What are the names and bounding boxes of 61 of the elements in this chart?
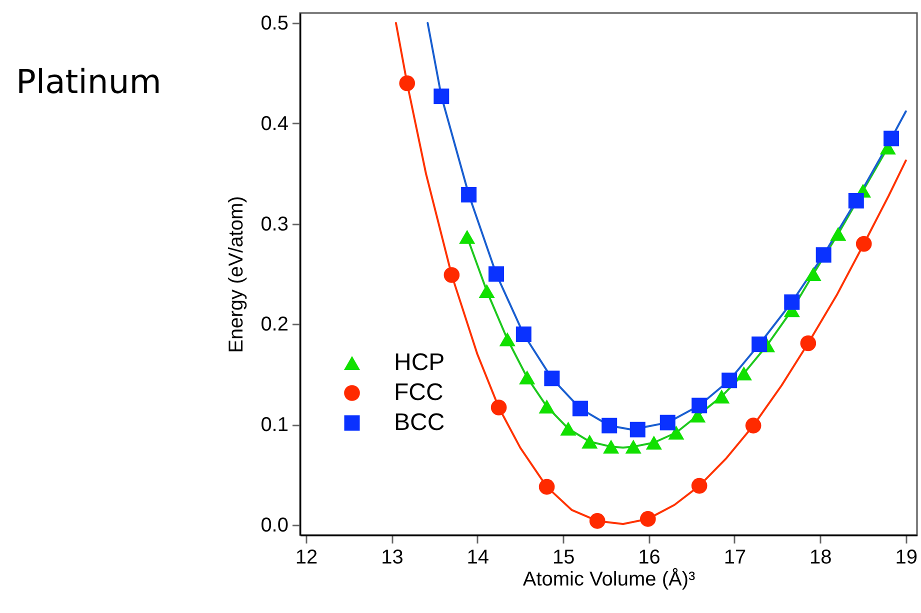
point bbox=[668, 426, 684, 440]
point bbox=[625, 440, 642, 454]
point bbox=[784, 294, 800, 310]
y-tick-label: 0.2 bbox=[260, 314, 288, 336]
y-tick-label: 0.1 bbox=[260, 414, 288, 436]
point bbox=[714, 389, 730, 404]
y-tick-label: 0.0 bbox=[260, 514, 288, 536]
point bbox=[572, 400, 588, 416]
y-tick-label: 0.5 bbox=[260, 12, 288, 35]
point bbox=[459, 230, 476, 244]
legend-label: FCC bbox=[394, 379, 444, 406]
point bbox=[646, 436, 662, 450]
x-tick-label: 14 bbox=[466, 546, 490, 568]
point bbox=[640, 511, 656, 527]
point bbox=[560, 422, 576, 436]
x-tick-label: 15 bbox=[552, 546, 575, 568]
point bbox=[490, 400, 507, 416]
point bbox=[884, 130, 900, 146]
legend-label: BCC bbox=[394, 409, 445, 436]
y-axis-title: Energy (eV/atom) bbox=[226, 196, 248, 353]
x-tick-label: 12 bbox=[295, 546, 318, 568]
point bbox=[461, 186, 477, 202]
point bbox=[444, 267, 460, 283]
point bbox=[816, 247, 832, 263]
text: Platinum bbox=[16, 62, 162, 101]
point bbox=[582, 434, 598, 449]
point bbox=[516, 326, 532, 342]
point bbox=[434, 88, 450, 104]
point bbox=[488, 266, 504, 282]
point bbox=[478, 284, 495, 298]
point bbox=[519, 370, 536, 384]
x-tick-label: 16 bbox=[638, 546, 660, 568]
x-tick-label: 19 bbox=[895, 546, 918, 568]
point bbox=[745, 418, 762, 434]
point bbox=[805, 267, 822, 281]
point bbox=[800, 335, 816, 352]
point bbox=[602, 418, 618, 434]
point bbox=[603, 440, 620, 454]
point bbox=[499, 332, 516, 346]
y-tick-label: 0.4 bbox=[260, 112, 288, 135]
x-axis-title: Atomic Volume (Å)³ bbox=[522, 568, 696, 590]
point bbox=[630, 422, 646, 438]
point bbox=[736, 366, 752, 380]
point bbox=[691, 478, 708, 494]
point bbox=[544, 370, 560, 386]
point bbox=[538, 478, 555, 495]
x-tick-label: 17 bbox=[724, 546, 746, 568]
legend-label: HCP bbox=[394, 349, 445, 376]
y-tick-label: 0.3 bbox=[260, 213, 288, 236]
point bbox=[692, 398, 708, 414]
x-tick-label: 13 bbox=[381, 546, 404, 568]
point bbox=[399, 75, 416, 92]
point bbox=[538, 400, 555, 414]
point bbox=[848, 192, 864, 208]
point bbox=[856, 236, 872, 252]
point bbox=[830, 226, 846, 241]
point bbox=[722, 372, 738, 388]
point bbox=[589, 513, 606, 529]
point bbox=[660, 414, 676, 430]
x-tick-label: 18 bbox=[810, 546, 832, 568]
point bbox=[752, 336, 768, 352]
